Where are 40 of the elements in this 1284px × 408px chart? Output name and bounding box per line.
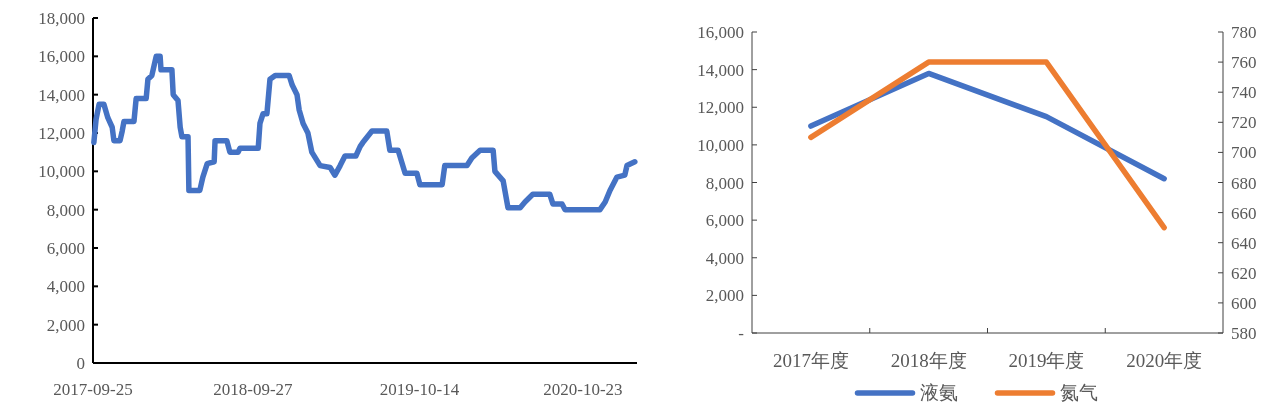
x-tick-label: 2020-10-23 <box>543 380 623 399</box>
x-tick-label: 2018年度 <box>890 350 967 371</box>
y2-tick-label: 620 <box>1231 263 1257 283</box>
x-tick-label: 2020年度 <box>1126 350 1203 371</box>
y-tick-label: 12,000 <box>697 98 744 118</box>
y-tick-label: 6,000 <box>705 211 744 231</box>
x-tick-label: 2017-09-25 <box>53 380 133 399</box>
y-tick-label: 10,000 <box>697 135 744 155</box>
y-tick-label: 4,000 <box>705 248 744 268</box>
y-tick-label: - <box>738 324 745 343</box>
y-tick-label: 8,000 <box>705 173 744 193</box>
y2-tick-label: 580 <box>1231 324 1257 343</box>
y2-tick-label: 600 <box>1231 293 1257 313</box>
x-tick-label: 2018-09-27 <box>213 380 294 399</box>
y-tick-label: 0 <box>76 354 85 373</box>
y-tick-label: 10,000 <box>38 162 85 182</box>
y2-tick-label: 700 <box>1231 143 1257 163</box>
legend-label: 液氨 <box>919 382 958 403</box>
y-tick-label: 14,000 <box>38 85 85 105</box>
y2-tick-label: 780 <box>1231 23 1257 42</box>
y2-tick-label: 640 <box>1231 233 1257 253</box>
y-tick-label: 4,000 <box>46 277 85 297</box>
y2-tick-label: 680 <box>1231 173 1257 193</box>
y-tick-label: 14,000 <box>697 60 744 80</box>
x-tick-label: 2017年度 <box>772 350 849 371</box>
y-tick-label: 18,000 <box>38 9 85 28</box>
y2-tick-label: 720 <box>1231 113 1257 133</box>
y-tick-label: 8,000 <box>46 200 85 220</box>
x-tick-label: 2019-10-14 <box>379 380 460 399</box>
y-tick-label: 16,000 <box>697 23 744 42</box>
legend-label: 氮气 <box>1059 382 1098 403</box>
y2-tick-label: 760 <box>1231 53 1257 73</box>
y2-tick-label: 740 <box>1231 83 1257 103</box>
y-tick-label: 16,000 <box>38 47 85 67</box>
x-tick-label: 2019年度 <box>1008 350 1085 371</box>
y-tick-label: 12,000 <box>38 124 85 143</box>
y-tick-label: 2,000 <box>46 315 85 335</box>
y-tick-label: 6,000 <box>46 239 85 258</box>
y2-tick-label: 660 <box>1231 203 1257 223</box>
y-tick-label: 2,000 <box>705 286 744 306</box>
